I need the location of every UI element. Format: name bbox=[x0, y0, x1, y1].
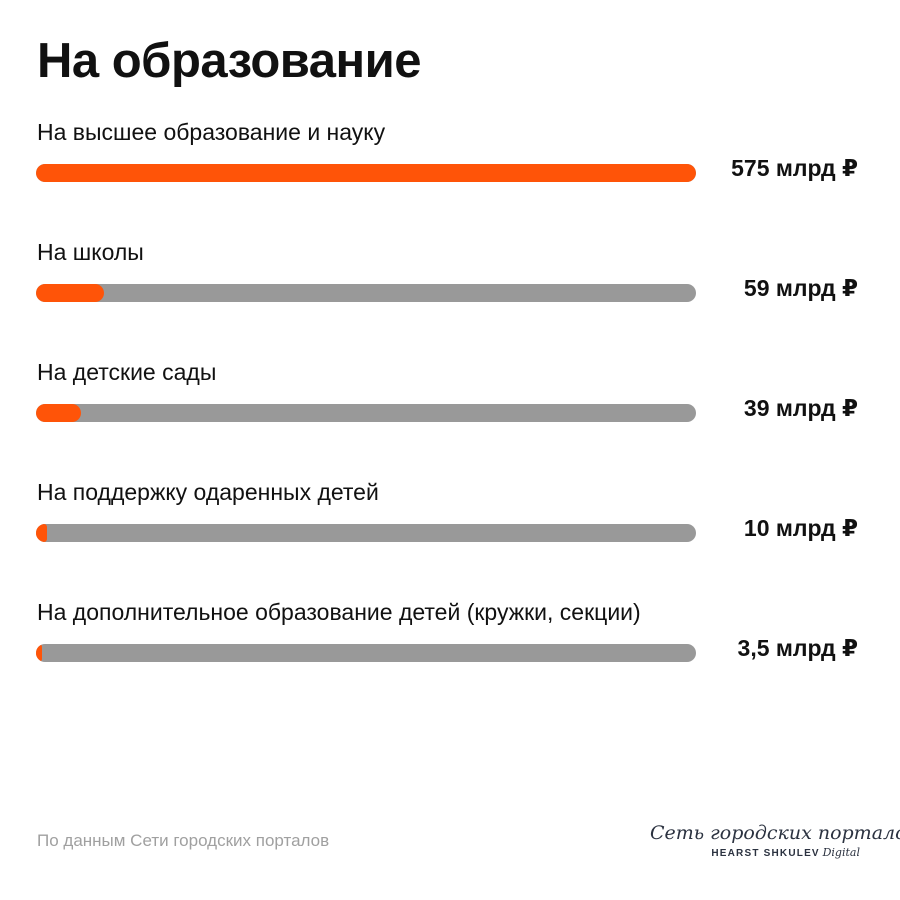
bar-fill bbox=[36, 164, 696, 182]
bar-label: На школы bbox=[37, 239, 144, 265]
source-note: По данным Сети городских порталов bbox=[37, 831, 330, 850]
bar-value-label: 575 млрд ₽ bbox=[731, 155, 858, 181]
bar-track bbox=[36, 524, 696, 542]
bar-fill bbox=[36, 284, 104, 302]
chart-title: На образование bbox=[37, 34, 422, 88]
bar-value-label: 59 млрд ₽ bbox=[743, 275, 858, 301]
bar-row: На поддержку одаренных детей 10 млрд ₽ bbox=[0, 478, 900, 558]
logo-brand: HEARST SHKULEV bbox=[711, 848, 820, 859]
bar-label: На поддержку одаренных детей bbox=[37, 479, 379, 505]
bar-track bbox=[36, 644, 696, 662]
bar-row: На дополнительное образование детей (кру… bbox=[0, 598, 900, 678]
bar-fill bbox=[36, 644, 42, 662]
bar-value-label: 10 млрд ₽ bbox=[743, 515, 858, 541]
bar-track bbox=[36, 164, 696, 182]
bar-track bbox=[36, 404, 696, 422]
publisher-logo: Сеть городских порталов HEARST SHKULEV D… bbox=[650, 822, 900, 861]
bar-label: На детские сады bbox=[37, 359, 217, 385]
logo-wordmark: Сеть городских порталов bbox=[650, 822, 900, 844]
bar-label: На дополнительное образование детей (кру… bbox=[37, 599, 641, 625]
logo-digital: Digital bbox=[822, 846, 860, 859]
bar-label: На высшее образование и науку bbox=[37, 119, 386, 145]
bar-fill bbox=[36, 404, 81, 422]
bar-value-label: 3,5 млрд ₽ bbox=[737, 635, 858, 661]
bar-track bbox=[36, 284, 696, 302]
logo-subline: HEARST SHKULEV Digital bbox=[650, 846, 860, 861]
bar-row: На школы 59 млрд ₽ bbox=[0, 238, 900, 318]
bar-row: На детские сады 39 млрд ₽ bbox=[0, 358, 900, 438]
bar-row: На высшее образование и науку 575 млрд ₽ bbox=[0, 118, 900, 198]
bar-value-label: 39 млрд ₽ bbox=[743, 395, 858, 421]
bar-fill bbox=[36, 524, 47, 542]
